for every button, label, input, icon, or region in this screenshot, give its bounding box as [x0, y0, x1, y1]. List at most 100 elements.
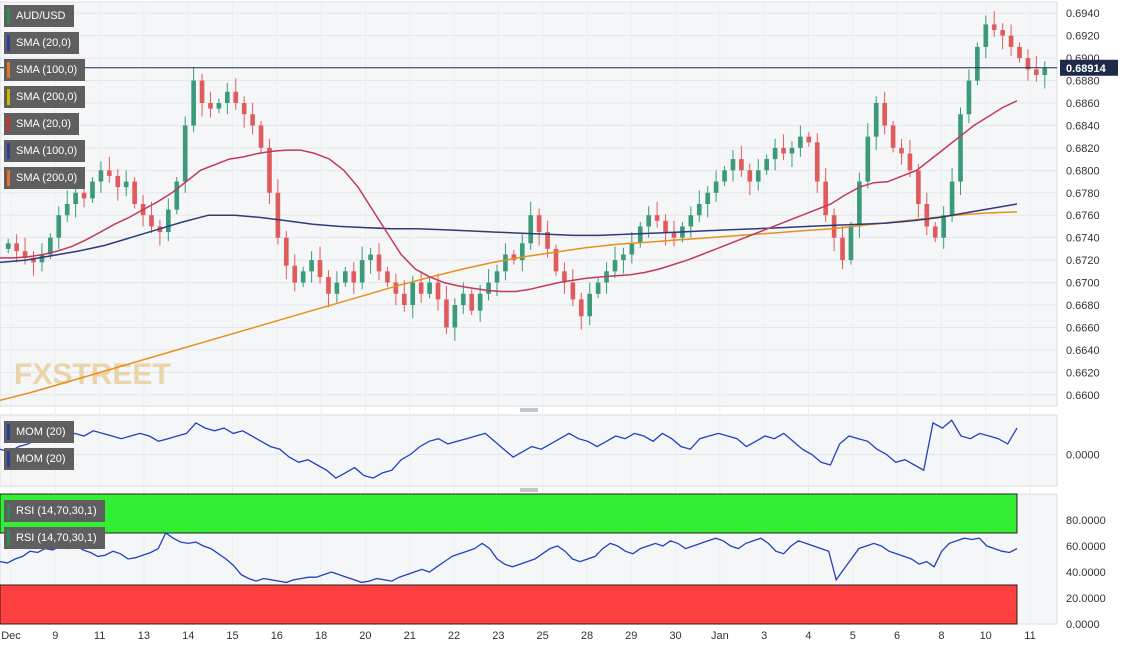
candle-body	[654, 215, 660, 221]
main-y-tick-label: 0.6920	[1066, 31, 1100, 43]
candle-body	[562, 271, 567, 283]
candle-body	[317, 260, 323, 277]
x-axis-label: 14	[182, 630, 194, 642]
candle-body	[1000, 30, 1005, 36]
candle-body	[216, 103, 222, 109]
legend-color-swatch	[7, 451, 10, 467]
candle-body	[764, 159, 769, 171]
main-y-tick-label: 0.6840	[1066, 120, 1100, 132]
x-axis-label: 15	[226, 630, 238, 642]
x-axis-label: 9	[52, 630, 58, 642]
candle-body	[646, 215, 652, 227]
rsi-y-tick-label: 20.0000	[1066, 593, 1106, 605]
legend-label: AUD/USD	[16, 10, 66, 22]
rsi-legend-item[interactable]: RSI (14,70,30,1)	[4, 527, 105, 549]
mom-legend-item[interactable]: MOM (20)	[4, 448, 74, 470]
candle-body	[275, 192, 281, 238]
candle-body	[570, 282, 576, 300]
main-legend-item[interactable]: SMA (200,0)	[4, 167, 86, 189]
x-axis-label: Jan	[711, 630, 729, 642]
legend-color-swatch	[7, 35, 10, 51]
candle-body	[56, 215, 62, 238]
legend-color-swatch	[7, 424, 10, 440]
legend-label: SMA (100,0)	[16, 145, 78, 157]
candle-body	[873, 103, 879, 137]
legend-label: MOM (20)	[16, 453, 66, 465]
x-axis-label: Dec	[1, 630, 21, 642]
candle-body	[267, 147, 272, 193]
candle-body	[975, 46, 980, 81]
main-legend-item[interactable]: SMA (20,0)	[4, 113, 80, 135]
candle-body	[637, 226, 643, 244]
candle-body	[747, 170, 753, 182]
candle-body	[284, 237, 289, 266]
last-price-label: 0.68914	[1066, 63, 1107, 75]
candle-body	[182, 125, 188, 182]
candle-body	[503, 254, 508, 272]
candle-body	[857, 181, 862, 227]
rsi-oversold-zone	[0, 584, 1018, 625]
main-y-tick-label: 0.6860	[1066, 98, 1100, 110]
candle-body	[376, 254, 382, 272]
candle-body	[1034, 69, 1039, 75]
candle-body	[612, 260, 618, 272]
main-y-tick-label: 0.6740	[1066, 233, 1100, 245]
candle-body	[309, 260, 314, 272]
candle-body	[1008, 35, 1014, 47]
candle-body	[250, 114, 255, 126]
x-axis-label: 11	[94, 630, 105, 642]
rsi-overbought-zone	[0, 493, 1018, 534]
main-legend-item[interactable]: SMA (20,0)	[4, 32, 80, 54]
candle-body	[166, 209, 171, 233]
main-y-tick-label: 0.6720	[1066, 255, 1100, 267]
candle-body	[174, 181, 180, 210]
legend-color-swatch	[7, 89, 10, 105]
x-axis-label: 23	[492, 630, 504, 642]
x-axis-label: 25	[537, 630, 549, 642]
candle-body	[452, 305, 458, 328]
legend-label: SMA (20,0)	[16, 37, 72, 49]
x-axis-label: 18	[315, 630, 327, 642]
x-axis-label: 10	[980, 630, 992, 642]
candle-body	[73, 192, 78, 204]
legend-color-swatch	[7, 170, 10, 186]
main-legend-item[interactable]: AUD/USD	[4, 5, 74, 27]
candle-body	[5, 243, 11, 249]
main-legend-item[interactable]: SMA (200,0)	[4, 86, 86, 108]
candle-body	[629, 243, 635, 255]
candle-body	[553, 248, 559, 272]
candle-body	[798, 136, 803, 148]
candle-body	[848, 226, 854, 261]
x-axis-label: 3	[761, 630, 767, 642]
legend-label: SMA (200,0)	[16, 91, 78, 103]
candle-body	[671, 232, 677, 238]
candle-body	[460, 293, 466, 305]
rsi-legend-item[interactable]: RSI (14,70,30,1)	[4, 500, 105, 522]
candle-body	[781, 147, 786, 154]
main-legend-item[interactable]: SMA (100,0)	[4, 59, 86, 81]
candle-body	[435, 282, 441, 300]
sma100-line	[0, 203, 1018, 264]
candle-body	[233, 91, 239, 103]
candle-body	[806, 136, 812, 143]
x-axis-label: 22	[448, 630, 460, 642]
mom-y-tick-label: 0.0000	[1066, 449, 1100, 461]
candle-body	[755, 170, 761, 182]
candle-body	[907, 153, 913, 171]
mom-legend-item[interactable]: MOM (20)	[4, 421, 74, 443]
candle-body	[191, 80, 196, 126]
legend-label: RSI (14,70,30,1)	[16, 532, 97, 544]
candle-body	[722, 170, 727, 182]
mom-line	[0, 419, 1018, 479]
x-axis-label: 21	[404, 630, 416, 642]
legend-label: SMA (200,0)	[16, 172, 78, 184]
candle-body	[823, 181, 828, 216]
candle-body	[924, 204, 930, 227]
main-y-tick-label: 0.6940	[1066, 8, 1100, 20]
x-axis-label: 30	[669, 630, 681, 642]
legend-label: MOM (20)	[16, 426, 66, 438]
candle-body	[739, 159, 744, 171]
candle-body	[123, 181, 129, 188]
candle-body	[890, 125, 896, 148]
main-legend-item[interactable]: SMA (100,0)	[4, 140, 86, 162]
